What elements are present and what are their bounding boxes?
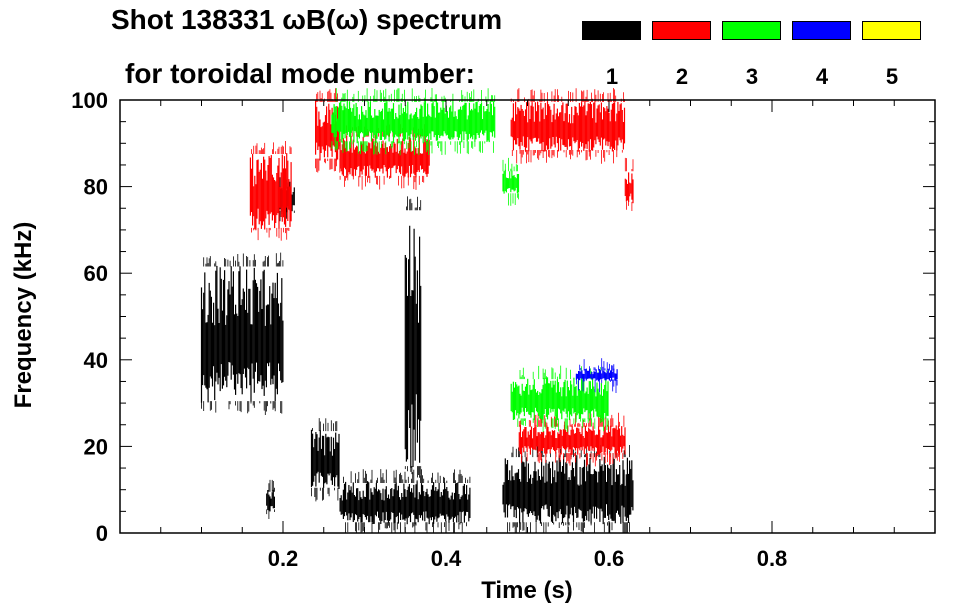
- series-2-region-4: [510, 88, 626, 164]
- series-3-region-2: [510, 365, 609, 432]
- legend-label-1: 1: [605, 64, 619, 89]
- y-tick-label: 0: [96, 521, 108, 546]
- x-tick-label: 0.4: [431, 546, 462, 571]
- legend-label-4: 4: [815, 64, 829, 89]
- y-tick-label: 100: [71, 88, 108, 113]
- y-tick-label: 20: [84, 434, 108, 459]
- series-4-region-1: [575, 358, 618, 393]
- series-1-region-3: [339, 469, 471, 533]
- series-3-region-3: [502, 157, 520, 206]
- series-2-region-6: [624, 157, 634, 211]
- y-tick-label: 80: [84, 175, 108, 200]
- legend-label-3: 3: [745, 64, 759, 89]
- legend-label-5: 5: [885, 64, 899, 89]
- legend-swatch-3: [722, 21, 781, 40]
- x-tick-label: 0.8: [757, 546, 788, 571]
- series-1-region-6: [310, 418, 340, 502]
- series-1-region-5: [502, 444, 634, 533]
- y-tick-label: 60: [84, 261, 108, 286]
- series-2-region-3: [339, 123, 430, 190]
- series-2-region-1: [249, 141, 292, 241]
- series-1-region-7: [266, 479, 275, 519]
- x-axis-label: Time (s): [481, 577, 573, 604]
- axis-ticks: [120, 99, 935, 534]
- legend-swatch-5: [862, 21, 921, 40]
- y-tick-label: 40: [84, 348, 108, 373]
- legend-swatch-1: [582, 21, 641, 40]
- x-tick-label: 0.2: [268, 546, 299, 571]
- series-1-region-1: [200, 252, 284, 415]
- axis-tick-labels: 0.2 0.4 0.6 0.8 0 20 40 60 80 100: [71, 88, 787, 571]
- legend-swatch-2: [652, 21, 711, 40]
- series-1-region-4: [404, 196, 422, 478]
- x-tick-label: 0.6: [594, 546, 625, 571]
- legend-label-2: 2: [675, 64, 689, 89]
- chart-title-line2: for toroidal mode number:: [125, 58, 475, 89]
- chart-title-line1: Shot 138331 ωB(ω) spectrum: [111, 4, 503, 35]
- legend-swatch-4: [792, 21, 851, 40]
- spectrum-data-layer: [200, 88, 634, 533]
- series-2-region-5: [518, 412, 626, 467]
- y-axis-label: Frequency (kHz): [10, 222, 37, 409]
